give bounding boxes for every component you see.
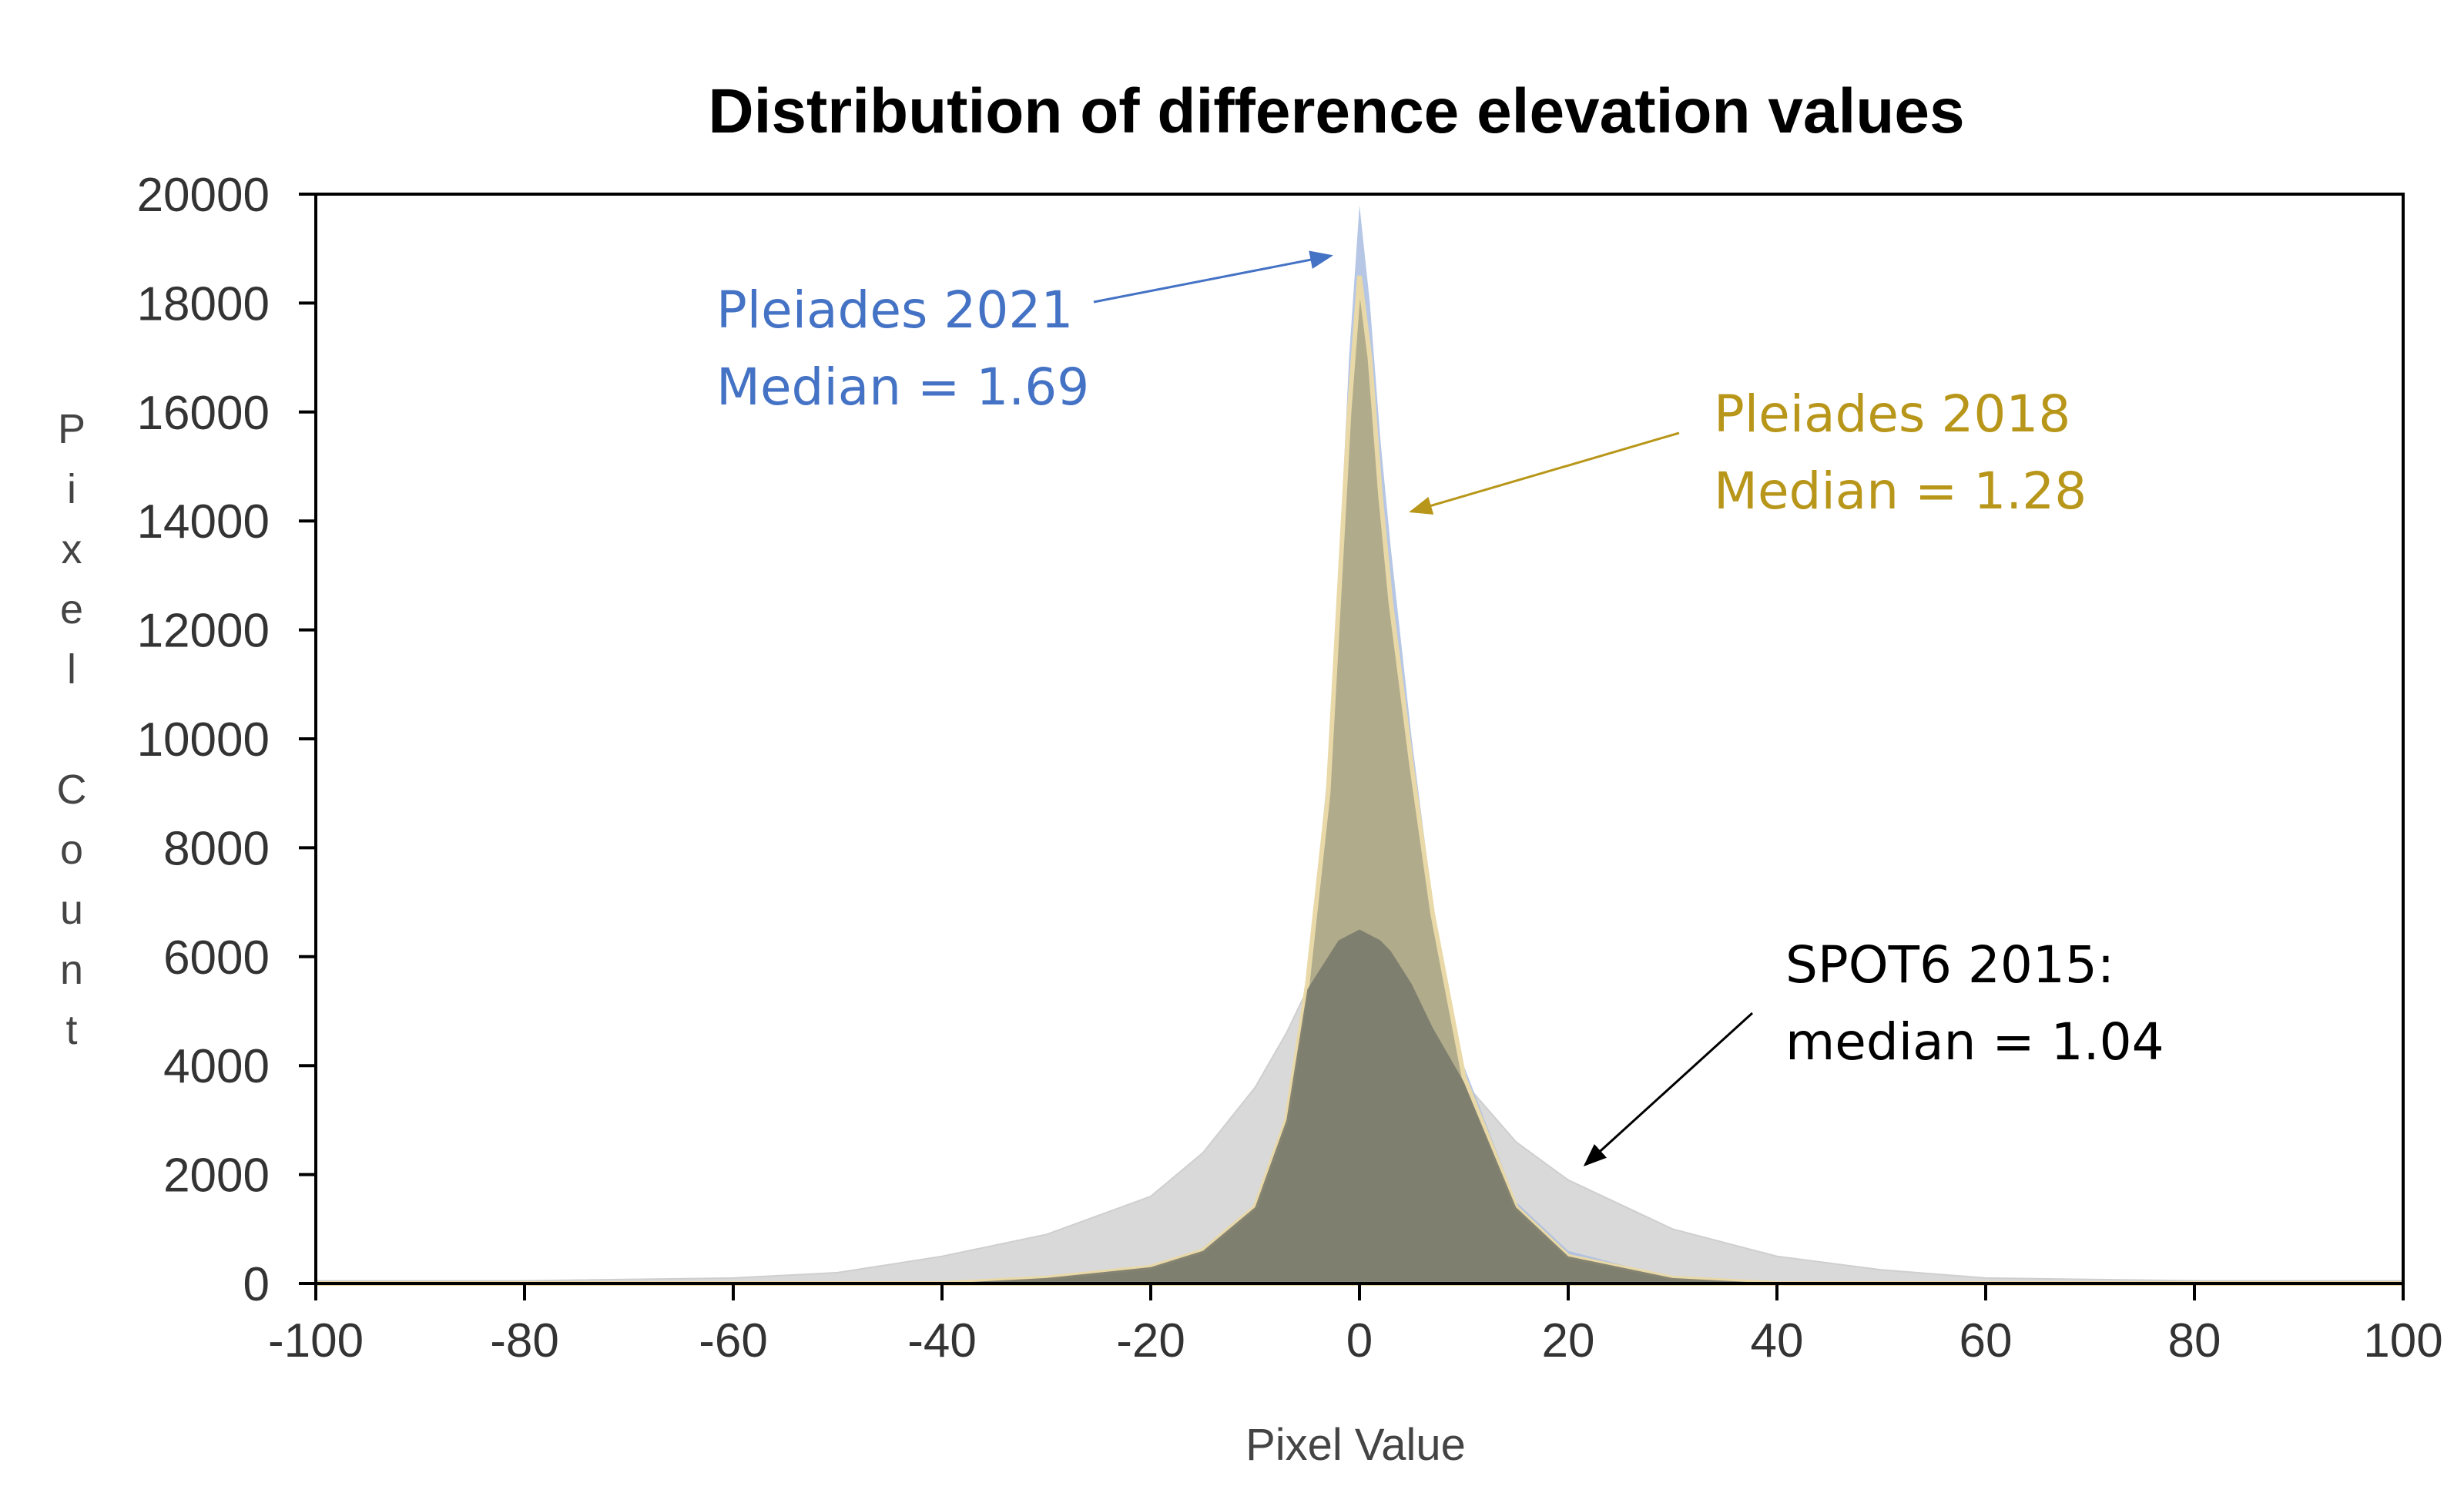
annotation-spot6-2015-line1: SPOT6 2015: (1785, 935, 2114, 995)
y-tick-label: 8000 (163, 822, 270, 875)
annotation-pleiades-2018: Pleiades 2018 Median = 1.28 (1409, 384, 2087, 521)
x-tick-label: 0 (1346, 1314, 1373, 1367)
series-overlap-area (316, 929, 2403, 1284)
x-tick-label: 40 (1751, 1314, 1804, 1367)
y-axis-label-char: u (60, 887, 83, 933)
y-tick-label: 14000 (137, 495, 270, 549)
y-tick-label: 0 (243, 1258, 270, 1311)
annotation-pleiades-2021-arrow (1093, 250, 1333, 304)
y-axis-label-char: e (60, 586, 83, 633)
y-tick-label: 10000 (137, 713, 270, 767)
y-axis-label-char: o (60, 827, 83, 873)
y-axis-label-char: x (62, 526, 82, 572)
x-tick-label: 20 (1542, 1314, 1595, 1367)
x-tick-label: -60 (699, 1314, 768, 1367)
y-tick-label: 18000 (137, 277, 270, 331)
y-tick-label: 16000 (137, 387, 270, 440)
x-axis: -100 -80 -60 -40 -20 0 20 40 60 80 100 (268, 1282, 2443, 1367)
x-tick-label: -80 (490, 1314, 559, 1367)
y-axis-label-char: l (67, 646, 76, 693)
annotation-pleiades-2018-line1: Pleiades 2018 (1714, 384, 2070, 444)
chart-title: Distribution of difference elevation val… (708, 76, 1964, 146)
y-tick-label: 6000 (163, 931, 270, 985)
annotation-pleiades-2021-line1: Pleiades 2021 (716, 280, 1073, 340)
y-axis-label-char: P (58, 406, 85, 452)
y-axis: 0 2000 4000 6000 8000 10000 12000 14000 16000 180… (137, 169, 317, 1311)
x-tick-label: -20 (1116, 1314, 1185, 1367)
y-axis-label-char: C (57, 767, 87, 813)
y-tick-label: 4000 (163, 1040, 270, 1093)
y-axis-label-char: n (60, 947, 83, 993)
annotation-pleiades-2018-line2: Median = 1.28 (1714, 461, 2087, 521)
y-tick-label: 2000 (163, 1149, 270, 1203)
annotation-pleiades-2021: Pleiades 2021 Median = 1.69 (716, 250, 1333, 417)
x-tick-label: 80 (2168, 1314, 2221, 1367)
annotation-pleiades-2018-arrow (1409, 431, 1680, 515)
annotation-spot6-2015-line2: median = 1.04 (1785, 1012, 2164, 1072)
annotation-pleiades-2021-line2: Median = 1.69 (716, 357, 1089, 417)
annotation-spot6-2015: SPOT6 2015: median = 1.04 (1583, 935, 2164, 1167)
x-axis-label: Pixel Value (1245, 1420, 1466, 1470)
x-tick-label: -100 (268, 1314, 364, 1367)
y-axis-label-char: i (67, 466, 76, 512)
series-layer (315, 205, 2404, 1286)
x-tick-label: 60 (1959, 1314, 2013, 1367)
y-axis-label-char: t (65, 1007, 77, 1053)
annotation-spot6-2015-arrow (1583, 1012, 1754, 1167)
y-tick-label: 20000 (137, 169, 270, 222)
x-tick-label: 100 (2363, 1314, 2442, 1367)
y-tick-label: 12000 (137, 605, 270, 658)
x-tick-label: -40 (907, 1314, 977, 1367)
